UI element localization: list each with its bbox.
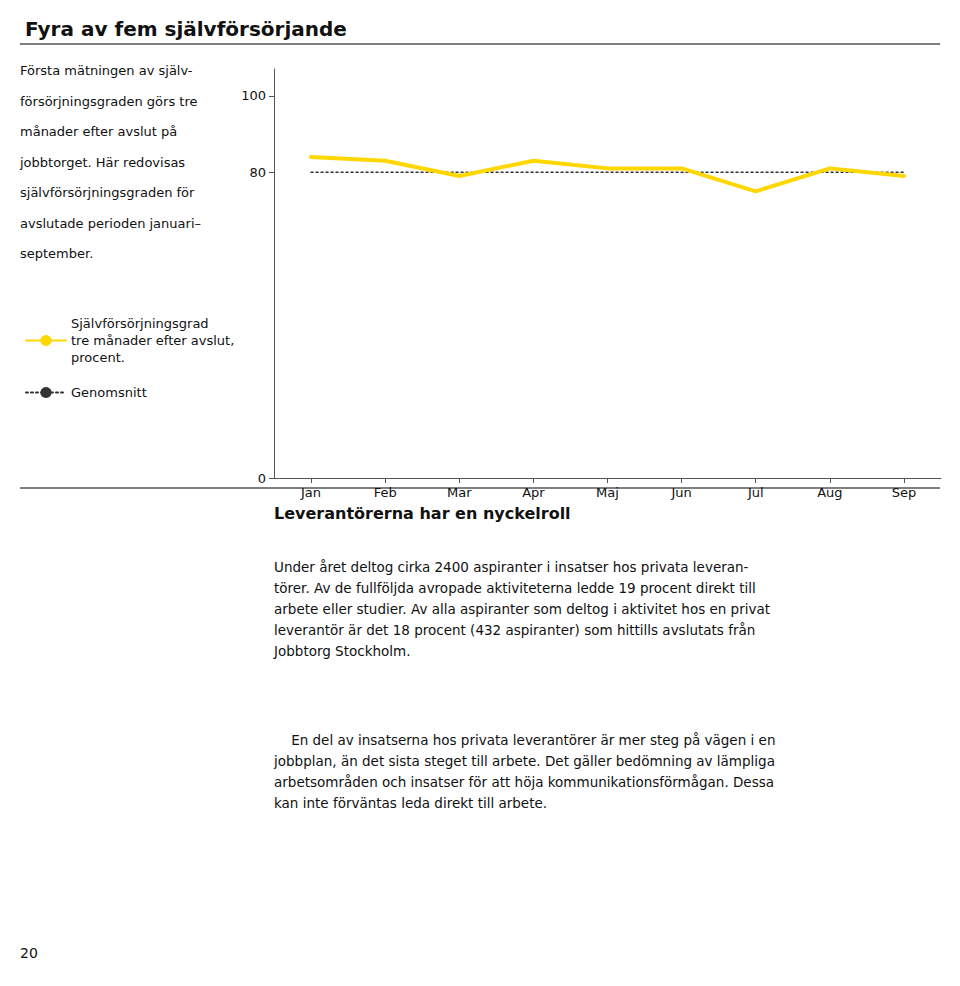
svg-text:törer. Av de fullföljda avropa: törer. Av de fullföljda avropade aktivit… <box>274 580 756 596</box>
svg-text:Jun: Jun <box>670 485 691 500</box>
svg-text:försörjningsgraden görs tre: försörjningsgraden görs tre <box>20 94 197 109</box>
svg-text:En del av insatserna hos priva: En del av insatserna hos privata leveran… <box>274 732 775 748</box>
svg-text:Apr: Apr <box>522 485 545 500</box>
svg-text:Mar: Mar <box>447 485 472 500</box>
svg-text:Fyra av fem självförsörjande: Fyra av fem självförsörjande <box>25 17 347 41</box>
svg-text:100: 100 <box>241 88 266 103</box>
svg-text:Maj: Maj <box>596 485 619 500</box>
svg-text:självförsörjningsgraden för: självförsörjningsgraden för <box>20 185 195 200</box>
svg-text:Under året deltog cirka 2400 a: Under året deltog cirka 2400 aspiranter … <box>274 559 749 575</box>
svg-text:Jul: Jul <box>747 485 764 500</box>
svg-text:Feb: Feb <box>374 485 397 500</box>
svg-text:Självförsörjningsgrad: Självförsörjningsgrad <box>71 316 209 331</box>
svg-text:avslutade perioden januari–: avslutade perioden januari– <box>20 216 201 231</box>
svg-text:jobbplan, än det sista steget: jobbplan, än det sista steget till arbet… <box>273 753 775 769</box>
svg-text:80: 80 <box>249 165 266 180</box>
svg-text:månader efter avslut på: månader efter avslut på <box>20 124 177 139</box>
svg-text:Första mätningen av själv-: Första mätningen av själv- <box>20 63 193 78</box>
svg-text:Aug: Aug <box>817 485 842 500</box>
svg-text:tre månader efter avslut,: tre månader efter avslut, <box>71 333 234 348</box>
svg-text:arbetsområden och insatser för: arbetsområden och insatser för att höja … <box>274 774 774 790</box>
svg-text:procent.: procent. <box>71 350 125 365</box>
svg-text:Jobbtorg Stockholm.: Jobbtorg Stockholm. <box>273 643 410 659</box>
svg-text:jobbtorget. Här redovisas: jobbtorget. Här redovisas <box>19 155 185 170</box>
svg-text:Genomsnitt: Genomsnitt <box>71 385 147 400</box>
svg-text:Leverantörerna har en nyckelro: Leverantörerna har en nyckelroll <box>274 504 571 523</box>
svg-text:kan inte förväntas leda direkt: kan inte förväntas leda direkt till arbe… <box>274 795 547 811</box>
svg-text:september.: september. <box>20 246 93 261</box>
svg-text:0: 0 <box>258 471 266 486</box>
svg-text:Jan: Jan <box>300 485 321 500</box>
svg-text:arbete eller studier. Av alla: arbete eller studier. Av alla aspiranter… <box>274 601 770 617</box>
svg-text:leverantör är det 18 procent (: leverantör är det 18 procent (432 aspira… <box>274 622 755 638</box>
svg-text:20: 20 <box>20 945 38 961</box>
svg-text:Sep: Sep <box>892 485 917 500</box>
